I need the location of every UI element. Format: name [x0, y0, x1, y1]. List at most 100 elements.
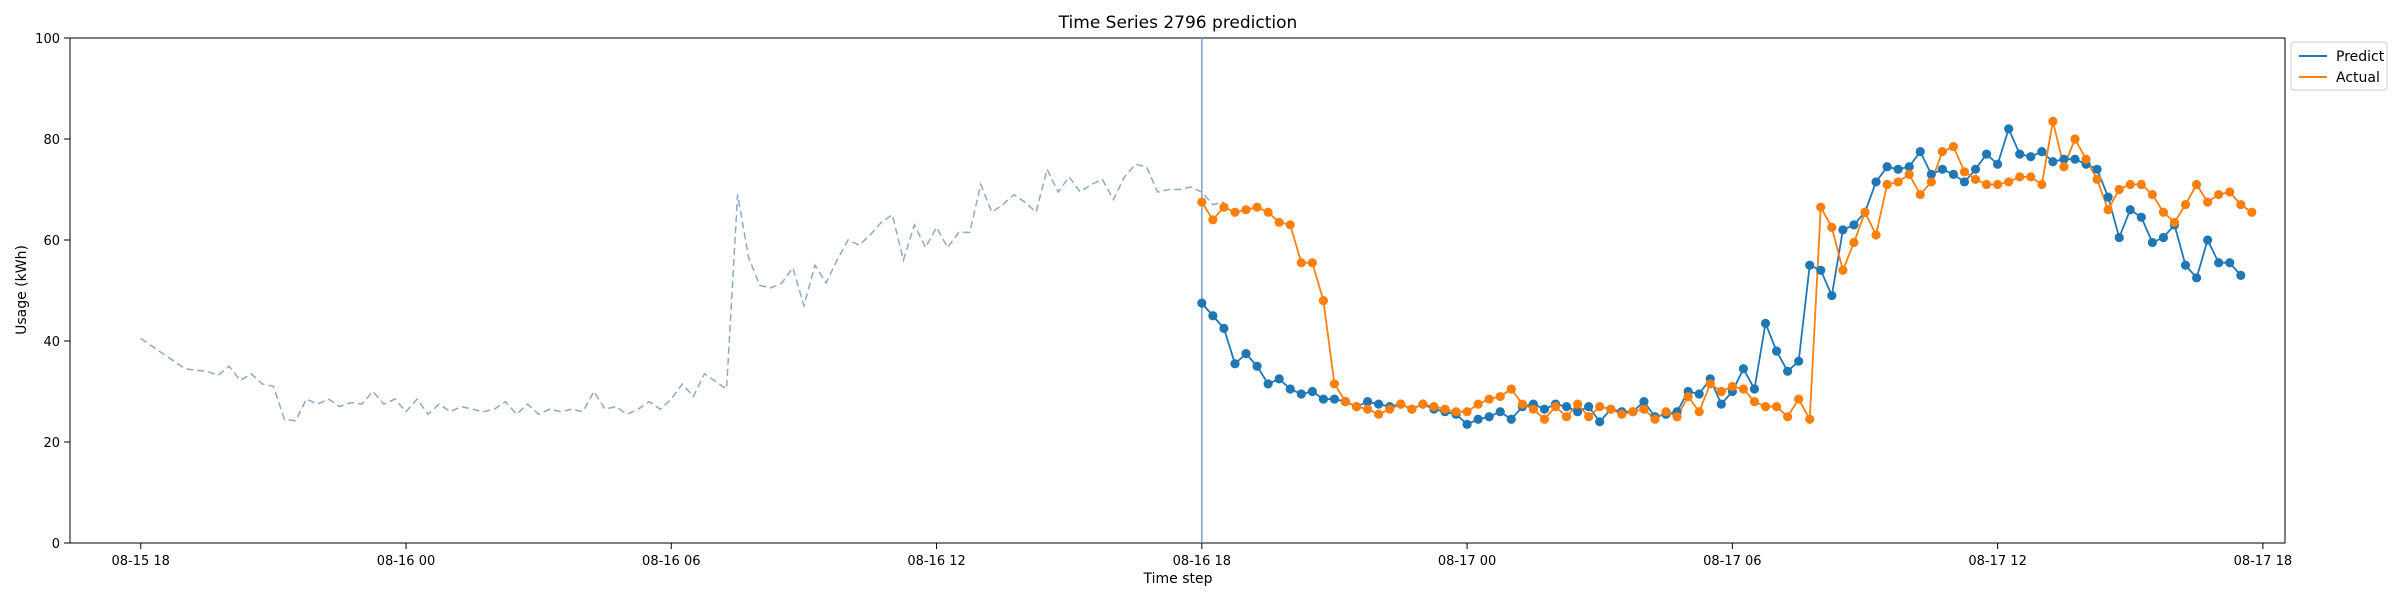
- actual-point: [1451, 407, 1461, 417]
- actual-point: [1252, 202, 1262, 212]
- actual-point: [2114, 184, 2124, 195]
- actual-point: [1219, 202, 1229, 212]
- x-tick-label: 08-17 06: [1703, 554, 1761, 569]
- x-axis-label: Time step: [1143, 571, 1213, 587]
- predict-point: [1760, 318, 1771, 328]
- predict-point: [2147, 237, 2157, 248]
- actual-point: [1749, 397, 1760, 407]
- actual-point: [1661, 407, 1671, 417]
- actual-point: [1595, 402, 1605, 412]
- y-tick-label: 0: [52, 537, 60, 552]
- predict-point: [1263, 379, 1273, 389]
- history-line: [140, 163, 1225, 422]
- predict-point: [1849, 220, 1859, 230]
- predict-point: [1827, 290, 1837, 301]
- actual-point: [1993, 179, 2003, 190]
- actual-point: [2037, 179, 2047, 190]
- actual-point: [1230, 207, 1240, 217]
- actual-point: [1871, 230, 1881, 240]
- actual-point: [1959, 167, 1970, 177]
- predict-point: [1296, 389, 1306, 399]
- predict-point: [1374, 399, 1384, 409]
- actual-point: [1606, 404, 1616, 414]
- predict-point: [1584, 402, 1594, 412]
- actual-point: [2059, 162, 2069, 172]
- predict-point: [2092, 164, 2102, 174]
- actual-point: [2147, 189, 2157, 200]
- y-tick-label: 60: [43, 234, 60, 249]
- predict-point: [1252, 361, 1262, 371]
- x-tick-label: 08-17 18: [2234, 554, 2292, 569]
- predict-point: [1904, 162, 1914, 172]
- predict-point: [1595, 417, 1605, 427]
- predict-point: [1970, 164, 1981, 174]
- actual-point: [1672, 412, 1682, 422]
- actual-point: [2092, 174, 2102, 184]
- actual-point: [2236, 200, 2246, 210]
- actual-point: [1407, 404, 1417, 414]
- actual-point: [1263, 207, 1273, 217]
- x-tick-label: 08-16 06: [642, 554, 700, 569]
- actual-point: [1937, 147, 1947, 157]
- predict-point: [1915, 147, 1925, 157]
- predict-point: [1816, 265, 1826, 275]
- predict-point: [1307, 386, 1317, 397]
- predict-point: [2059, 154, 2069, 164]
- y-axis-label: Usage (kWh): [14, 245, 30, 335]
- predict-point: [1871, 177, 1881, 187]
- legend-predict-label: Predict: [2336, 49, 2385, 65]
- predict-point: [2070, 154, 2080, 164]
- actual-point: [1981, 179, 1992, 190]
- actual-point: [1904, 169, 1914, 179]
- actual-point: [2081, 154, 2091, 164]
- y-tick-label: 20: [43, 436, 60, 451]
- chart-title: Time Series 2796 prediction: [1058, 13, 1298, 33]
- actual-point: [2247, 207, 2257, 217]
- actual-point: [1893, 177, 1903, 187]
- actual-point: [1274, 217, 1284, 227]
- actual-point: [2004, 177, 2014, 187]
- predict-points: [1197, 124, 2246, 429]
- predict-point: [1716, 399, 1726, 409]
- y-tick-label: 80: [43, 133, 60, 148]
- actual-point: [1285, 220, 1295, 230]
- actual-point: [2158, 207, 2169, 217]
- predict-point: [2004, 124, 2014, 134]
- actual-point: [2180, 200, 2191, 210]
- predict-point: [1893, 164, 1903, 174]
- legend-actual-label: Actual: [2336, 70, 2380, 86]
- actual-point: [1517, 399, 1527, 409]
- predict-point: [2203, 235, 2213, 245]
- predict-point: [1783, 366, 1793, 376]
- predict-point: [1937, 164, 1947, 174]
- actual-point: [2015, 172, 2025, 182]
- predict-point: [1948, 169, 1959, 179]
- predict-point: [1318, 394, 1328, 404]
- actual-point: [1374, 409, 1384, 419]
- x-tick-label: 08-17 00: [1438, 554, 1496, 569]
- actual-point: [2214, 189, 2224, 200]
- predict-point: [2015, 149, 2025, 159]
- x-tick-label: 08-15 18: [112, 554, 170, 569]
- predict-point: [1794, 356, 1804, 366]
- actual-point: [1816, 202, 1826, 212]
- actual-point: [1197, 197, 1207, 207]
- actual-point: [2103, 205, 2113, 215]
- predict-point: [2136, 212, 2146, 222]
- actual-point: [2048, 116, 2058, 126]
- actual-point: [1838, 265, 1848, 275]
- actual-point: [1329, 379, 1340, 389]
- predict-point: [1285, 384, 1295, 394]
- predict-point: [1882, 162, 1892, 172]
- actual-point: [1849, 237, 1859, 248]
- predict-point: [2037, 147, 2047, 157]
- predict-point: [1805, 260, 1815, 270]
- actual-point: [1760, 402, 1771, 412]
- predict-point: [2214, 258, 2224, 268]
- actual-point: [1771, 402, 1782, 412]
- actual-point: [1418, 399, 1428, 409]
- actual-point: [2125, 179, 2135, 190]
- x-tick-label: 08-17 12: [1968, 554, 2026, 569]
- y-axis: 0 20 40 60 80 100: [35, 32, 70, 552]
- actual-point: [1296, 258, 1306, 268]
